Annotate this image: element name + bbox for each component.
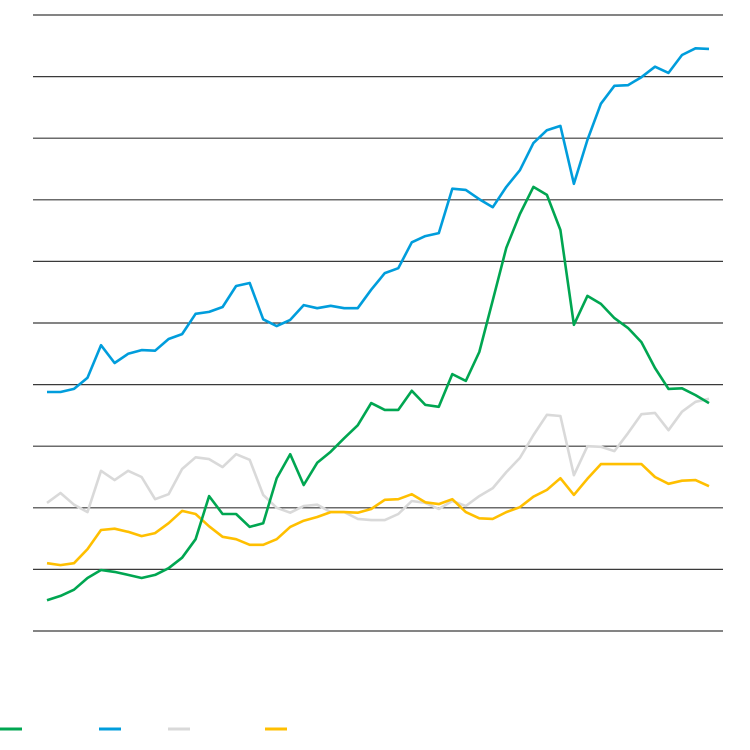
- series-line-3: [46, 397, 710, 522]
- series-line-2: [47, 46, 710, 394]
- series-lines: [46, 46, 710, 602]
- series-line-4: [46, 462, 710, 567]
- series-line-1: [46, 185, 710, 602]
- gridlines: [33, 14, 723, 632]
